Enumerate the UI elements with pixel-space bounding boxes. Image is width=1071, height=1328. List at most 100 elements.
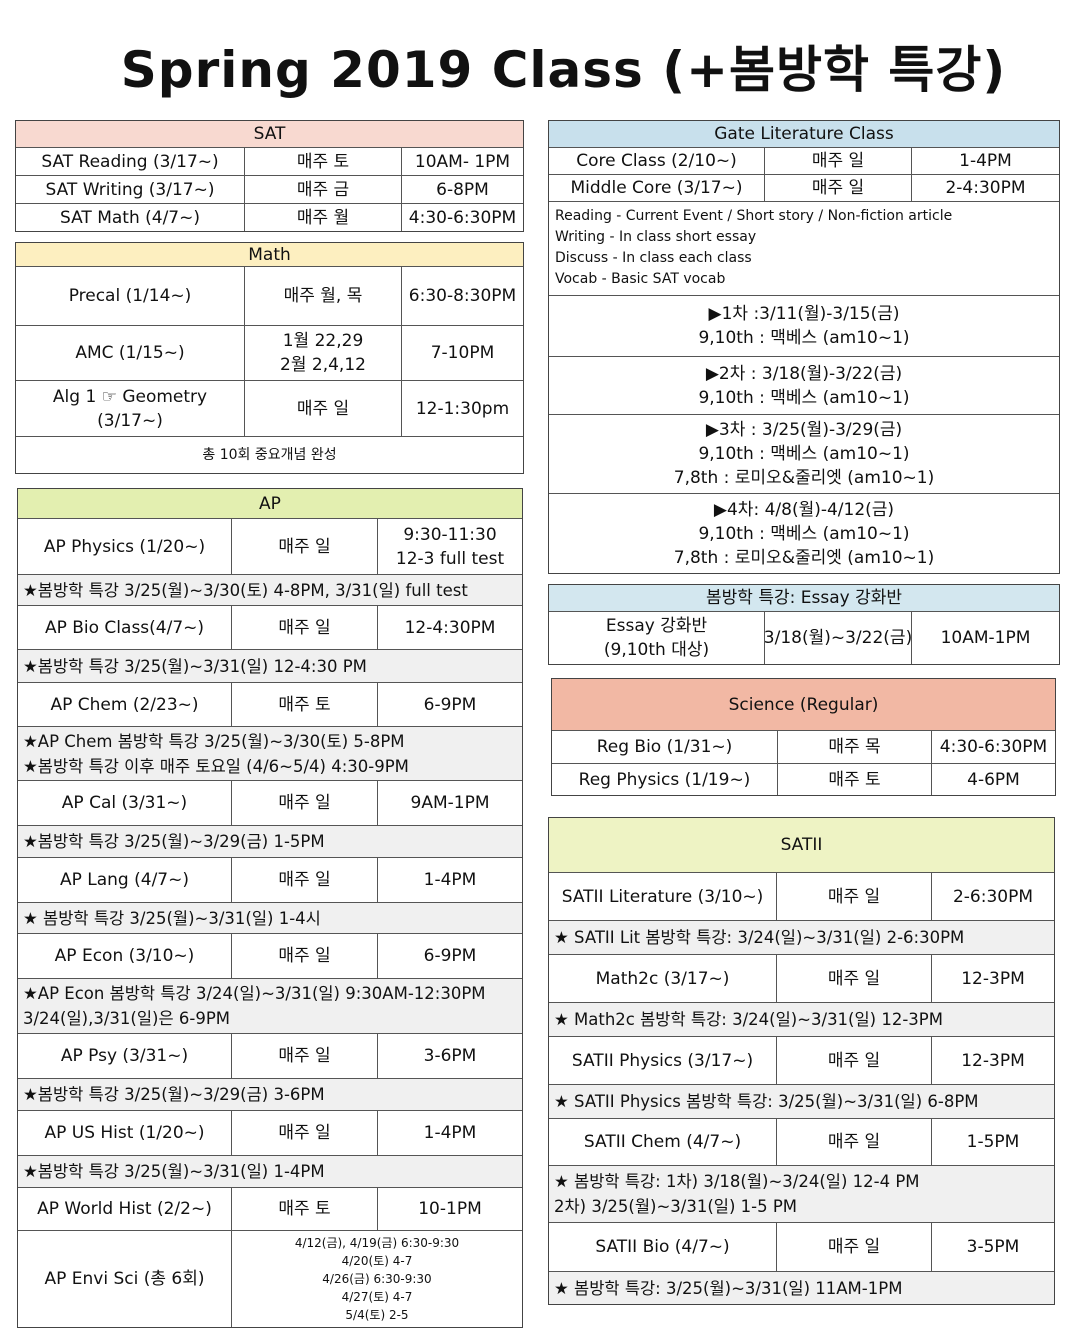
class-day: 매주 토 — [777, 764, 931, 795]
class-name: SAT Writing (3/17~) — [45, 179, 215, 200]
class-name: AP Envi Sci (총 6회) — [44, 1269, 205, 1289]
table-row: Precal (1/14~) 매주 월, 목 6:30-8:30PM — [16, 266, 523, 325]
special-note: ★봄방학 특강 3/25(월)~3/31(일) 1-4PM — [18, 1156, 522, 1187]
special-note: ★봄방학 특강 3/25(월)~3/29(금) 3-6PM — [18, 1079, 522, 1110]
class-day: 매주 일 — [231, 1034, 377, 1078]
table-row: ▶4차: 4/8(월)-4/12(금) 9,10th : 맥베스 (am10~1… — [549, 493, 1059, 573]
table-row: Essay 강화반 (9,10th 대상) 3/18(월)~3/22(금) 10AM… — [549, 611, 1059, 664]
footer-note: 총 10회 중요개념 완성 — [202, 447, 337, 463]
class-name: SATII Bio (4/7~) — [595, 1237, 730, 1257]
special-note: ★AP Chem 봄방학 특강 3/25(월)~3/30(토) 5-8PM ★봄… — [18, 727, 522, 780]
class-day: 매주 목 — [777, 731, 931, 763]
class-name: AP US Hist (1/20~) — [44, 1123, 205, 1143]
ap-header-row: AP — [18, 489, 522, 518]
class-name: AP Lang (4/7~) — [59, 870, 189, 890]
page-title: Spring 2019 Class (+봄방학 특강) — [120, 41, 1007, 99]
class-time: 4:30-6:30PM — [401, 204, 523, 231]
class-day: 매주 일 — [231, 934, 377, 978]
special-note: ★봄방학 특강 3/25(월)~3/30(토) 4-8PM, 3/31(일) f… — [18, 575, 522, 605]
gate-header: Gate Literature Class — [549, 121, 1059, 147]
note-row: ★AP Chem 봄방학 특강 3/25(월)~3/30(토) 5-8PM ★봄… — [18, 726, 522, 780]
note-row: ★봄방학 특강 3/25(월)~3/29(금) 1-5PM — [18, 825, 522, 857]
class-day: 매주 일 — [776, 1223, 931, 1271]
science-section: Science (Regular) Reg Bio (1/31~) 매주 목 4:30… — [551, 678, 1056, 796]
special-note: ★AP Econ 봄방학 특강 3/24(일)~3/31(일) 9:30AM-1… — [18, 979, 522, 1033]
class-time: 2-4:30PM — [911, 175, 1059, 201]
special-note: ★봄방학 특강 3/25(월)~3/31(일) 12-4:30 PM — [18, 650, 522, 682]
math-header: Math — [16, 243, 523, 266]
class-day: 매주 일 — [231, 781, 377, 825]
class-time: 9:30-11:30 12-3 full test — [377, 519, 522, 574]
ap-section: AP AP Physics (1/20~) 매주 일 9:30-11:30 12-3 … — [17, 488, 523, 1328]
class-name: Essay 강화반 (9,10th 대상) — [603, 616, 710, 660]
note-row: ★봄방학 특강 3/25(월)~3/31(일) 1-4PM — [18, 1155, 522, 1187]
class-day: 매주 일 — [231, 519, 377, 574]
class-name: AP World Hist (2/2~) — [37, 1199, 212, 1219]
table-row: SATII Bio (4/7~) 매주 일 3-5PM — [549, 1222, 1054, 1271]
special-note: ★봄방학 특강 3/25(월)~3/29(금) 1-5PM — [18, 826, 522, 857]
ap-header: AP — [18, 489, 522, 518]
table-row: SAT Math (4/7~) 매주 월 4:30-6:30PM — [16, 203, 523, 231]
gate-section: Gate Literature Class Core Class (2/10~) 매… — [548, 120, 1060, 574]
table-row: AP Chem (2/23~) 매주 토 6-9PM — [18, 682, 522, 726]
class-name: AP Cal (3/31~) — [61, 793, 188, 813]
science-header: Science (Regular) — [552, 679, 1055, 730]
table-row: AP Physics (1/20~) 매주 일 9:30-11:30 12-3 fu… — [18, 518, 522, 574]
class-name: AP Psy (3/31~) — [60, 1046, 189, 1066]
class-time: 3-6PM — [377, 1034, 522, 1078]
class-time: 12-3PM — [931, 955, 1054, 1002]
class-name: SATII Chem (4/7~) — [583, 1132, 742, 1152]
class-time: 1-4PM — [911, 148, 1059, 174]
table-row: AP Psy (3/31~) 매주 일 3-6PM — [18, 1033, 522, 1078]
class-name: SATII Physics (3/17~) — [571, 1050, 754, 1071]
table-row: AP World Hist (2/2~) 매주 토 10-1PM — [18, 1187, 522, 1230]
sat-section: SAT SAT Reading (3/17~) 매주 토 10AM- 1PM SAT W… — [15, 120, 524, 232]
class-day: 매주 월, 목 — [244, 267, 401, 325]
table-row: Reg Bio (1/31~) 매주 목 4:30-6:30PM — [552, 730, 1055, 763]
class-name: Reg Physics (1/19~) — [578, 769, 751, 790]
note-row: ★AP Econ 봄방학 특강 3/24(일)~3/31(일) 9:30AM-1… — [18, 978, 522, 1033]
note-row: ★ Math2c 봄방학 특강: 3/24(일)~3/31(일) 12-3PM — [549, 1002, 1054, 1036]
note-row: ★봄방학 특강 3/25(월)~3/31(일) 12-4:30 PM — [18, 649, 522, 682]
class-name: Reg Bio (1/31~) — [596, 737, 733, 757]
table-row: Middle Core (3/17~) 매주 일 2-4:30PM — [549, 174, 1059, 201]
class-name: AP Econ (3/10~) — [54, 946, 195, 966]
table-row: Reg Physics (1/19~) 매주 토 4-6PM — [552, 763, 1055, 795]
class-time: 1-4PM — [377, 858, 522, 902]
class-day: 3/18(월)~3/22(금) — [764, 612, 911, 664]
table-row: AP US Hist (1/20~) 매주 일 1-4PM — [18, 1110, 522, 1155]
table-row: SATII Physics (3/17~) 매주 일 12-3PM — [549, 1036, 1054, 1084]
class-day: 매주 토 — [244, 148, 401, 175]
table-row: AP Econ (3/10~) 매주 일 6-9PM — [18, 933, 522, 978]
gate-header-row: Gate Literature Class — [549, 121, 1059, 147]
special-note: ★ SATII Lit 봄방학 특강: 3/24(일)~3/31(일) 2-6:… — [549, 921, 1054, 954]
special-note: ★ 봄방학 특강 3/25(월)~3/31(일) 1-4시 — [18, 903, 522, 933]
satii-header-row: SATII — [549, 818, 1054, 872]
note-row: ★ 봄방학 특강: 1차) 3/18(월)~3/24(일) 12-4 PM 2차… — [549, 1165, 1054, 1222]
table-row: AMC (1/15~) 1월 22,29 2월 2,4,12 7-10PM — [16, 325, 523, 380]
satii-header: SATII — [549, 818, 1054, 872]
class-time: 9AM-1PM — [377, 781, 522, 825]
class-name: AP Physics (1/20~) — [43, 536, 206, 557]
table-row: ▶3차 : 3/25(월)-3/29(금) 9,10th : 맥베스 (am10… — [549, 414, 1059, 493]
class-time: 12-3PM — [931, 1037, 1054, 1084]
class-time: 4-6PM — [931, 764, 1055, 795]
table-row: Math2c (3/17~) 매주 일 12-3PM — [549, 954, 1054, 1002]
class-name: Precal (1/14~) — [68, 286, 192, 306]
class-name: AP Chem (2/23~) — [50, 694, 199, 715]
class-name: AP Bio Class(4/7~) — [44, 617, 205, 638]
class-schedule: 4/12(금), 4/19(금) 6:30-9:30 4/20(토) 4-7 4… — [231, 1231, 522, 1327]
class-time: 1-5PM — [931, 1119, 1054, 1165]
class-time: 12-4:30PM — [377, 606, 522, 649]
class-day: 매주 일 — [231, 1111, 377, 1155]
math-header-row: Math — [16, 243, 523, 266]
session-info: ▶4차: 4/8(월)-4/12(금) 9,10th : 맥베스 (am10~1… — [673, 499, 935, 568]
note-row: ★ SATII Physics 봄방학 특강: 3/25(월)~3/31(일) … — [549, 1084, 1054, 1118]
class-time: 6:30-8:30PM — [401, 267, 523, 325]
special-note: ★ 봄방학 특강: 1차) 3/18(월)~3/24(일) 12-4 PM 2차… — [549, 1166, 1054, 1222]
session-info: ▶1차 :3/11(월)-3/15(금) 9,10th : 맥베스 (am10~… — [698, 304, 910, 348]
session-info: ▶2차 : 3/18(월)-3/22(금) 9,10th : 맥베스 (am10… — [698, 363, 910, 408]
table-row: AP Lang (4/7~) 매주 일 1-4PM — [18, 857, 522, 902]
table-row: Reading - Current Event / Short story / … — [549, 201, 1059, 295]
class-time: 6-8PM — [401, 176, 523, 203]
